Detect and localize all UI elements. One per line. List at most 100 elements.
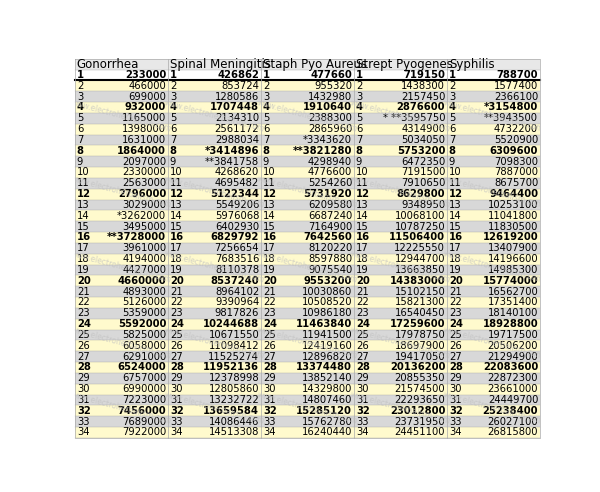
Text: *3154800: *3154800: [484, 102, 538, 113]
Text: www.electroherbalism.com: www.electroherbalism.com: [349, 98, 452, 134]
Bar: [354, 146, 447, 156]
Text: 10508520: 10508520: [302, 298, 352, 308]
Text: 8: 8: [263, 146, 270, 156]
Text: 4314900: 4314900: [401, 124, 445, 134]
Text: 17978750: 17978750: [394, 330, 445, 340]
Text: 4776600: 4776600: [308, 167, 352, 178]
Text: 29: 29: [449, 373, 461, 383]
Text: 10: 10: [77, 167, 89, 178]
Text: 22: 22: [356, 298, 368, 308]
Text: www.electroherbalism.com: www.electroherbalism.com: [163, 325, 266, 361]
Text: 12896820: 12896820: [302, 352, 352, 362]
Bar: [261, 416, 354, 427]
Text: 32: 32: [449, 406, 463, 416]
Bar: [261, 351, 354, 362]
Text: 15821300: 15821300: [395, 298, 445, 308]
Text: 15: 15: [449, 221, 461, 232]
Text: 14985300: 14985300: [488, 265, 538, 275]
Text: 6990000: 6990000: [122, 384, 166, 394]
Bar: [75, 232, 168, 243]
Text: 6687240: 6687240: [308, 211, 352, 221]
Text: 2: 2: [263, 81, 269, 91]
Text: 11: 11: [170, 178, 182, 188]
Bar: [261, 319, 354, 330]
Bar: [75, 167, 168, 178]
Text: 6757000: 6757000: [122, 373, 166, 383]
Text: 13374480: 13374480: [296, 363, 352, 372]
Bar: [261, 59, 354, 69]
Text: 10986180: 10986180: [302, 308, 352, 318]
Text: 7887000: 7887000: [494, 167, 538, 178]
Text: 33: 33: [356, 417, 368, 427]
Text: 15762780: 15762780: [301, 417, 352, 427]
Bar: [447, 80, 540, 91]
Bar: [447, 69, 540, 80]
Bar: [447, 113, 540, 123]
Text: 10: 10: [449, 167, 461, 178]
Text: 14807460: 14807460: [302, 395, 352, 405]
Text: 10787250: 10787250: [395, 221, 445, 232]
Text: 1165000: 1165000: [122, 113, 166, 123]
Text: www.electroherbalism.com: www.electroherbalism.com: [442, 325, 545, 361]
Bar: [168, 156, 261, 167]
Text: 7: 7: [170, 135, 176, 145]
Text: 13663850: 13663850: [395, 265, 445, 275]
Text: www.electroherbalism.com: www.electroherbalism.com: [349, 390, 452, 425]
Bar: [447, 416, 540, 427]
Text: www.electroherbalism.com: www.electroherbalism.com: [70, 249, 173, 285]
Text: 4298940: 4298940: [308, 156, 352, 167]
Text: 4660000: 4660000: [118, 276, 166, 286]
Text: 23012800: 23012800: [390, 406, 445, 416]
Bar: [168, 286, 261, 297]
Text: 15: 15: [170, 221, 182, 232]
Text: www.electroherbalism.com: www.electroherbalism.com: [442, 98, 545, 134]
Text: 2796000: 2796000: [118, 189, 166, 199]
Text: **3821280: **3821280: [293, 146, 352, 156]
Text: 14: 14: [449, 211, 461, 221]
Text: 31: 31: [263, 395, 275, 405]
Text: www.electroherbalism.com: www.electroherbalism.com: [442, 249, 545, 285]
Bar: [168, 297, 261, 308]
Bar: [354, 59, 447, 69]
Bar: [75, 134, 168, 146]
Text: 29: 29: [263, 373, 275, 383]
Text: 1577400: 1577400: [494, 81, 538, 91]
Text: 5976068: 5976068: [215, 211, 259, 221]
Text: 7223000: 7223000: [122, 395, 166, 405]
Text: 233000: 233000: [125, 70, 166, 80]
Bar: [354, 319, 447, 330]
Text: 12805860: 12805860: [209, 384, 259, 394]
Text: 20: 20: [77, 276, 91, 286]
Text: 30: 30: [77, 384, 89, 394]
Bar: [447, 167, 540, 178]
Bar: [75, 80, 168, 91]
Bar: [168, 189, 261, 200]
Text: 12: 12: [263, 189, 277, 199]
Bar: [261, 340, 354, 351]
Text: 9: 9: [449, 156, 455, 167]
Bar: [168, 405, 261, 416]
Text: 22: 22: [449, 298, 461, 308]
Text: 26: 26: [170, 341, 182, 351]
Text: 4194000: 4194000: [122, 254, 166, 264]
Text: 3961000: 3961000: [122, 244, 166, 253]
Text: 7256654: 7256654: [215, 244, 259, 253]
Bar: [168, 211, 261, 221]
Text: 477660: 477660: [310, 70, 352, 80]
Bar: [447, 395, 540, 405]
Text: 6: 6: [263, 124, 269, 134]
Bar: [75, 384, 168, 395]
Bar: [354, 123, 447, 134]
Text: www.electroherbalism.com: www.electroherbalism.com: [256, 98, 359, 134]
Text: 7: 7: [263, 135, 269, 145]
Text: 19: 19: [170, 265, 182, 275]
Bar: [354, 427, 447, 438]
Text: 22: 22: [170, 298, 182, 308]
Text: 4732200: 4732200: [494, 124, 538, 134]
Text: 22: 22: [263, 298, 275, 308]
Text: 2: 2: [356, 81, 362, 91]
Text: 17: 17: [77, 244, 89, 253]
Bar: [75, 156, 168, 167]
Text: 14513308: 14513308: [209, 428, 259, 437]
Bar: [354, 286, 447, 297]
